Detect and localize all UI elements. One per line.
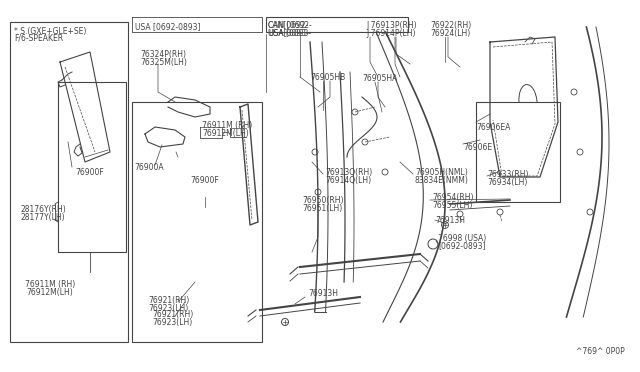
Text: 76911M (RH): 76911M (RH) [202, 121, 252, 129]
Text: 76934(LH): 76934(LH) [487, 177, 527, 186]
Text: 76905HB: 76905HB [310, 73, 345, 81]
Text: J 76914P(LH): J 76914P(LH) [366, 29, 415, 38]
Text: 76905H(NML): 76905H(NML) [415, 167, 468, 176]
Bar [476, 102, 560, 202]
Bar [58, 82, 126, 252]
Text: 76325M(LH): 76325M(LH) [140, 58, 187, 67]
Text: USA [0692-0893]: USA [0692-0893] [135, 22, 200, 32]
Text: 76951(LH): 76951(LH) [302, 203, 342, 212]
Circle shape [174, 148, 178, 152]
Text: * S.(GXE+GLE+SE): * S.(GXE+GLE+SE) [14, 26, 86, 35]
Text: 76924(LH): 76924(LH) [430, 29, 470, 38]
Bar [10, 22, 128, 342]
Circle shape [183, 108, 187, 112]
Text: J 76913P(RH): J 76913P(RH) [366, 20, 417, 29]
Text: 28176Y(RH): 28176Y(RH) [20, 205, 66, 214]
Bar [132, 102, 262, 342]
Text: 76324P(RH): 76324P(RH) [140, 49, 186, 58]
Text: 76912M(LH): 76912M(LH) [27, 288, 74, 296]
Text: 76914Q(LH): 76914Q(LH) [325, 176, 371, 185]
Text: 76922(RH): 76922(RH) [430, 20, 471, 29]
Text: 76913Q(RH): 76913Q(RH) [325, 167, 372, 176]
Text: 76912M(LH): 76912M(LH) [202, 128, 249, 138]
Text: 76998 (USA): 76998 (USA) [438, 234, 486, 243]
Text: 76913H: 76913H [435, 215, 465, 224]
Text: [0692-0893]: [0692-0893] [438, 241, 486, 250]
Text: 76900A: 76900A [134, 163, 164, 171]
Text: F/6-SPEAKER: F/6-SPEAKER [14, 33, 63, 42]
Bar [266, 17, 408, 32]
Text: 76921(RH): 76921(RH) [152, 310, 193, 318]
Text: USA[0893-: USA[0893- [268, 29, 308, 38]
Text: 76921(RH): 76921(RH) [148, 295, 189, 305]
Text: 76906E: 76906E [463, 142, 492, 151]
Text: 76906EA: 76906EA [476, 122, 510, 131]
Text: 76954(RH): 76954(RH) [432, 192, 474, 202]
Text: 76900F: 76900F [190, 176, 219, 185]
Text: 76913H: 76913H [308, 289, 338, 298]
Ellipse shape [519, 84, 537, 119]
Text: USA [0893-: USA [0893- [268, 29, 311, 38]
Text: 76923(LH): 76923(LH) [152, 317, 192, 327]
Text: 76900F: 76900F [75, 167, 104, 176]
Text: 76955(LH): 76955(LH) [432, 201, 472, 209]
Text: 83834E(NMM): 83834E(NMM) [415, 176, 469, 185]
Text: 76933(RH): 76933(RH) [487, 170, 529, 179]
Text: 76911M (RH): 76911M (RH) [25, 279, 75, 289]
Text: CAN [0692-: CAN [0692- [268, 20, 312, 29]
Text: 28177Y(LH): 28177Y(LH) [20, 212, 65, 221]
Text: ^769^ 0P0P: ^769^ 0P0P [576, 347, 625, 356]
Text: CAN[0692-: CAN[0692- [268, 20, 309, 29]
Text: 76905HA: 76905HA [362, 74, 397, 83]
Text: 76950(RH): 76950(RH) [302, 196, 344, 205]
Text: 76923(LH): 76923(LH) [148, 304, 188, 312]
